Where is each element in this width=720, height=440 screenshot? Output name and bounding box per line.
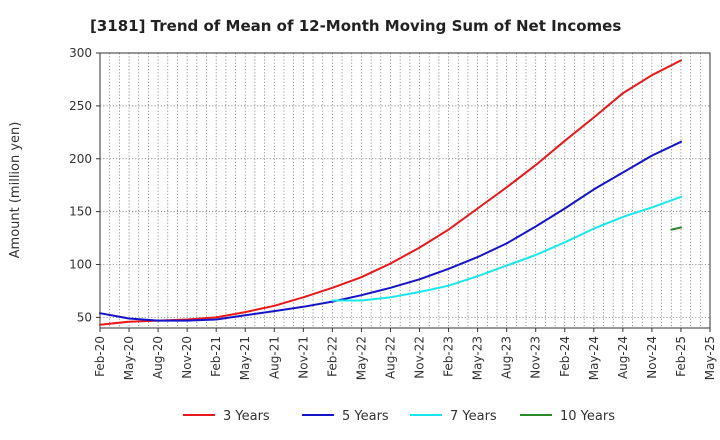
x-axis-ticks: Feb-20 May-20 Aug-20 Nov-20 Feb-21 May-21 Aug-… — [93, 328, 717, 380]
x-tick-label: Aug-24 — [616, 336, 630, 379]
x-tick-label: Aug-21 — [267, 336, 281, 379]
series-line-5-years — [99, 140, 682, 322]
x-tick-label: May-23 — [471, 336, 485, 380]
x-tick-label: May-20 — [122, 336, 136, 380]
x-tick-label: May-24 — [587, 336, 601, 380]
y-tick-label: 50 — [77, 310, 92, 324]
x-tick-label: May-21 — [238, 336, 252, 380]
plot-frame — [99, 52, 711, 329]
y-axis-ticks: 50 100 150 200 250 300 — [69, 46, 100, 324]
legend: 3 Years 5 Years 7 Years 10 Years — [183, 409, 615, 424]
x-tick-label: May-25 — [703, 336, 717, 380]
series-line-10-years — [670, 226, 682, 231]
x-tick-label: Feb-23 — [442, 336, 456, 377]
x-tick-label: Nov-24 — [645, 336, 659, 379]
x-tick-label: Feb-21 — [209, 336, 223, 377]
x-tick-label: Feb-25 — [674, 336, 688, 377]
series-line-7-years — [331, 195, 682, 302]
x-tick-label: Aug-23 — [500, 336, 514, 379]
series-line-3-years — [99, 59, 682, 326]
series-lines — [99, 59, 682, 326]
y-tick-label: 250 — [69, 99, 92, 113]
legend-label-10-years: 10 Years — [560, 409, 615, 424]
grid — [100, 52, 710, 328]
plot-area — [99, 52, 711, 329]
x-tick-label: Feb-20 — [93, 336, 107, 377]
x-tick-label: Aug-22 — [383, 336, 397, 379]
y-tick-label: 300 — [69, 46, 92, 60]
legend-label-7-years: 7 Years — [450, 409, 497, 424]
x-tick-label: Aug-20 — [151, 336, 165, 379]
legend-label-3-years: 3 Years — [223, 409, 270, 424]
y-tick-label: 200 — [69, 152, 92, 166]
x-tick-label: Nov-23 — [529, 336, 543, 379]
y-tick-label: 100 — [69, 258, 92, 272]
x-tick-label: Nov-22 — [413, 336, 427, 379]
x-tick-label: May-22 — [354, 336, 368, 380]
y-tick-label: 150 — [69, 205, 92, 219]
chart-title: [3181] Trend of Mean of 12-Month Moving … — [90, 17, 621, 35]
x-tick-label: Nov-20 — [180, 336, 194, 379]
x-tick-label: Nov-21 — [296, 336, 310, 379]
x-tick-label: Feb-24 — [558, 336, 572, 377]
y-axis-title: Amount (million yen) — [8, 122, 23, 259]
legend-label-5-years: 5 Years — [342, 409, 389, 424]
x-tick-label: Feb-22 — [325, 336, 339, 377]
